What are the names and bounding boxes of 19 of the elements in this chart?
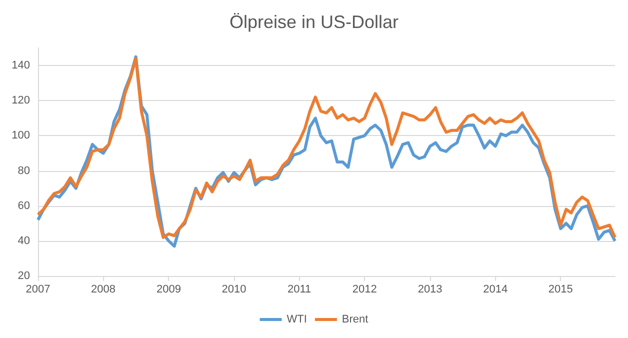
x-tick-label: 2011 xyxy=(287,284,312,296)
y-tick-label: 120 xyxy=(12,94,30,107)
y-tick-label: 140 xyxy=(12,60,30,72)
legend-label: WTI xyxy=(286,314,307,326)
chart-title: Ölpreise in US-Dollar xyxy=(229,12,399,32)
x-tick-label: 2014 xyxy=(483,284,508,296)
y-tick-label: 80 xyxy=(18,164,30,177)
x-tick-label: 2010 xyxy=(222,284,246,296)
x-tick-label: 2015 xyxy=(548,284,573,296)
x-tick-label: 2013 xyxy=(418,284,442,296)
y-tick-label: 20 xyxy=(18,270,30,282)
x-tick-label: 2007 xyxy=(26,284,50,296)
y-tick-label: 60 xyxy=(18,200,30,212)
y-tick-label: 40 xyxy=(18,234,30,247)
y-tick-label: 100 xyxy=(12,130,30,142)
x-tick-label: 2009 xyxy=(156,284,181,296)
x-tick-label: 2012 xyxy=(352,284,377,296)
legend-label: Brent xyxy=(342,314,368,326)
x-tick-label: 2008 xyxy=(91,284,116,296)
